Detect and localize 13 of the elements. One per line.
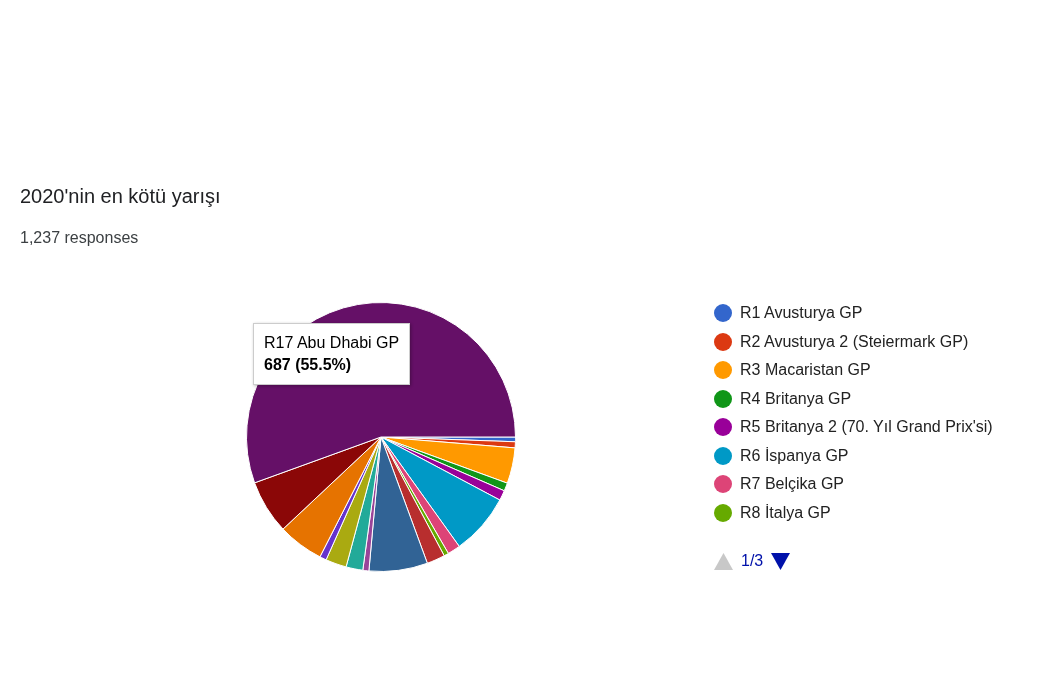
data-label: 687 (55.5%) [264,356,352,373]
slice-label: R17 Abu Dhabi GP [264,333,400,353]
text: 1,237 responses [20,229,139,247]
chart-title: 2020'nin en kötü yarışı [20,185,221,208]
legend-label: R7 Belçika GP [740,475,845,494]
legend-label: R1 Avusturya GP [740,304,863,323]
legend-label: R6 İspanya GP [740,446,849,465]
legend-label: R4 Britanya GP [740,389,852,408]
text: 1/3 [741,552,764,570]
legend-label: R8 İtalya GP [740,503,831,522]
legend-label: R2 Avusturya 2 (Steiermark GP) [740,332,969,351]
legend-label: R3 Macaristan GP [740,361,871,380]
legend-label: R5 Britanya 2 (70. Yıl Grand Prix'si) [740,418,993,437]
